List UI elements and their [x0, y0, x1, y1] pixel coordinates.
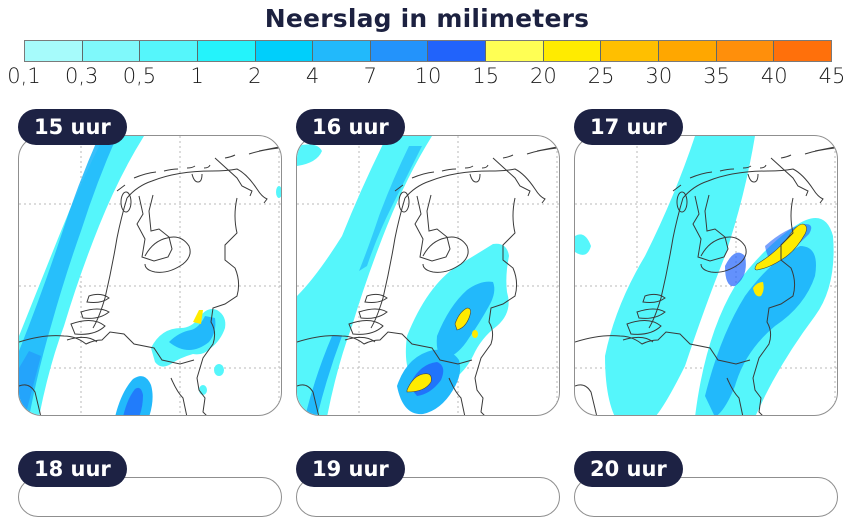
colorbar-cell — [543, 41, 602, 61]
colorbar-cell — [601, 41, 660, 61]
colorbar-cell — [370, 41, 429, 61]
colorbar-cell — [140, 41, 198, 61]
colorbar-cell — [197, 41, 256, 61]
colorbar-tick-label: 4 — [305, 64, 320, 88]
time-badge: 19 uur — [296, 451, 405, 487]
colorbar-tick-label: 35 — [703, 64, 730, 88]
time-badge: 17 uur — [574, 109, 683, 145]
colorbar-tick-label: 25 — [587, 64, 615, 88]
colorbar-tick-label: 40 — [760, 64, 788, 88]
colorbar-tick-label: 45 — [818, 64, 846, 88]
colorbar-cell — [716, 41, 775, 61]
colorbar-cell — [313, 41, 371, 61]
colorbar-cell — [25, 41, 83, 61]
colorbar-tick-label: 7 — [363, 64, 377, 88]
colorbar-tick-label: 30 — [645, 64, 673, 88]
colorbar-tick-label: 0,3 — [65, 64, 99, 88]
colorbar-tick-label: 10 — [414, 64, 442, 88]
time-badge: 16 uur — [296, 109, 405, 145]
colorbar-tick-labels: 0,1 0,3 0,5 1 2 4 7 10 15 20 25 30 35 40 45 — [0, 64, 854, 92]
precipitation-map — [574, 135, 838, 416]
chart-title: Neerslag in milimeters — [264, 4, 590, 33]
time-badge: 20 uur — [574, 451, 683, 487]
colorbar-cell — [774, 41, 831, 61]
colorbar-cell — [659, 41, 717, 61]
colorbar-tick-label: 1 — [190, 64, 204, 88]
precipitation-colorbar — [24, 40, 832, 62]
colorbar-cell — [82, 41, 141, 61]
colorbar-tick-label: 0,1 — [7, 64, 41, 88]
precipitation-map — [296, 135, 560, 416]
colorbar-tick-label: 20 — [530, 64, 557, 88]
colorbar-tick-label: 15 — [472, 64, 500, 88]
time-badge: 15 uur — [18, 109, 127, 145]
time-badge: 18 uur — [18, 451, 127, 487]
colorbar-cell — [255, 41, 314, 61]
colorbar-cell — [486, 41, 544, 61]
colorbar-cell — [428, 41, 487, 61]
precipitation-map — [18, 135, 282, 416]
colorbar-tick-label: 2 — [248, 64, 262, 88]
colorbar-tick-label: 0,5 — [122, 64, 157, 88]
